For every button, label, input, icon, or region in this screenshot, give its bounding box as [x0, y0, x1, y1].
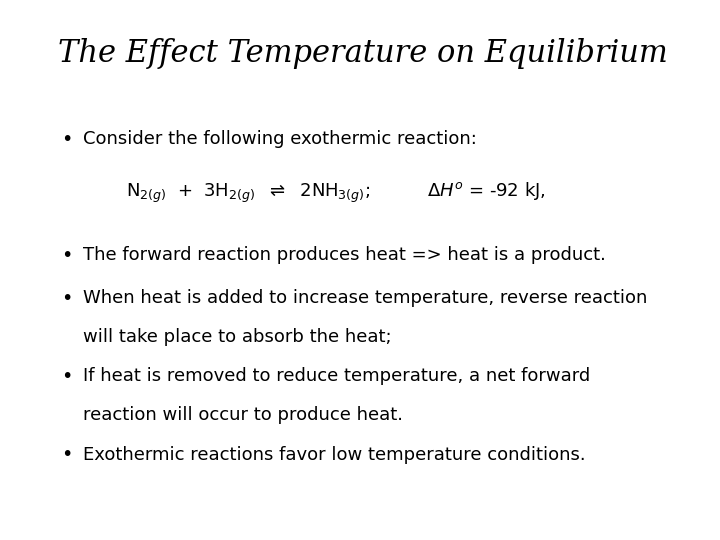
- Text: •: •: [61, 289, 73, 308]
- Text: The forward reaction produces heat => heat is a product.: The forward reaction produces heat => he…: [83, 246, 606, 264]
- Text: reaction will occur to produce heat.: reaction will occur to produce heat.: [83, 406, 402, 424]
- Text: When heat is added to increase temperature, reverse reaction: When heat is added to increase temperatu…: [83, 289, 647, 307]
- Text: Consider the following exothermic reaction:: Consider the following exothermic reacti…: [83, 130, 477, 147]
- Text: N$_{2(g)}$  +  3H$_{2(g)}$  $\rightleftharpoons$  2NH$_{3(g)}$;          $\Delta: N$_{2(g)}$ + 3H$_{2(g)}$ $\rightleftharp…: [126, 181, 546, 205]
- Text: Exothermic reactions favor low temperature conditions.: Exothermic reactions favor low temperatu…: [83, 446, 585, 463]
- Text: •: •: [61, 130, 73, 148]
- Text: •: •: [61, 246, 73, 265]
- Text: If heat is removed to reduce temperature, a net forward: If heat is removed to reduce temperature…: [83, 367, 590, 385]
- Text: •: •: [61, 367, 73, 386]
- Text: •: •: [61, 446, 73, 464]
- Text: will take place to absorb the heat;: will take place to absorb the heat;: [83, 328, 392, 346]
- Text: The Effect Temperature on Equilibrium: The Effect Temperature on Equilibrium: [58, 38, 667, 69]
